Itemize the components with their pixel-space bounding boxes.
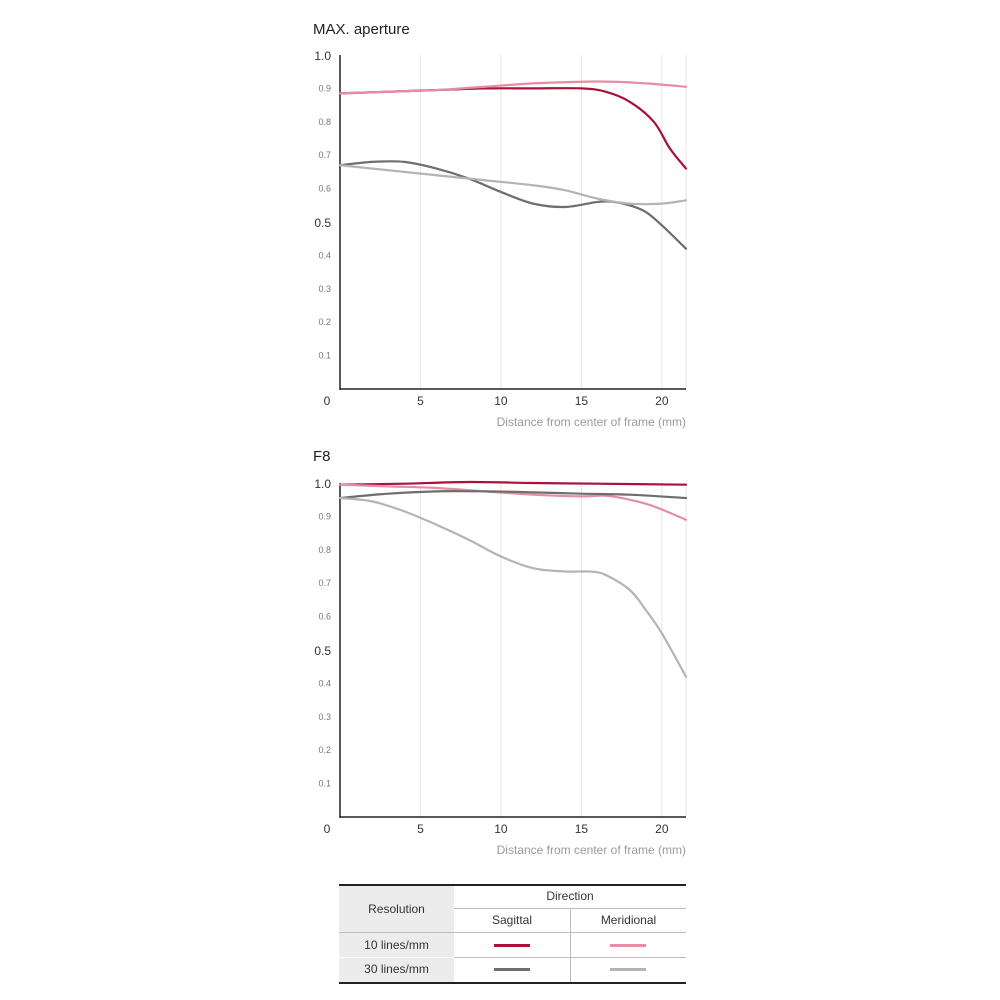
chart-2: F8 0.1 0.2 0.3 0.4 0.5 0.6 0.7 0.8 0.9 1.0 0 5 10 15 20…: [313, 448, 688, 857]
series-line: [338, 480, 688, 486]
resolution-header-cell: [339, 886, 454, 982]
series-line: [338, 483, 688, 521]
chart-title: MAX. aperture: [313, 21, 410, 38]
series-line: [338, 87, 688, 170]
series-line: [338, 80, 688, 95]
swatch-10-sagittal: [494, 944, 530, 947]
header-divider: [339, 932, 686, 933]
direction-header: Direction: [546, 889, 594, 903]
x-axis-label: Distance from center of frame (mm): [497, 415, 686, 429]
y-tick-label: 0.2: [318, 745, 331, 755]
resolution-header: Resolution: [368, 902, 425, 916]
row-divider-shaded: [339, 957, 454, 958]
y-tick-label: 0.6: [318, 612, 331, 622]
y-tick-label: 0.1: [318, 779, 331, 789]
swatch-30-sagittal: [494, 968, 530, 971]
series-line: [338, 164, 688, 206]
y-tick-label: 0.5: [314, 216, 331, 230]
y-tick-label: 0.4: [318, 678, 331, 688]
series-line: [338, 160, 688, 250]
x-axis-label: Distance from center of frame (mm): [497, 843, 686, 857]
table-bottom-rule: [339, 982, 686, 984]
y-tick-label: 0.4: [318, 250, 331, 260]
x-tick-label: 0: [324, 394, 331, 408]
x-tick-label: 10: [494, 822, 508, 836]
column-divider: [570, 909, 571, 982]
y-tick-label: 1.0: [314, 477, 331, 491]
series-line: [338, 496, 688, 678]
swatch-30-meridional: [610, 968, 646, 971]
y-tick-label: 0.9: [318, 83, 331, 93]
direction-divider: [454, 908, 686, 909]
x-tick-label: 5: [417, 394, 424, 408]
x-tick-label: 20: [655, 394, 669, 408]
sagittal-header: Sagittal: [491, 913, 533, 927]
y-tick-label: 1.0: [314, 49, 331, 63]
table-top-rule: [339, 884, 686, 886]
y-tick-label: 0.3: [318, 712, 331, 722]
chart-1: MAX. aperture 0.1 0.2 0.3 0.4 0.5 0.6 0.7 0.8 0.9…: [313, 21, 688, 429]
row-10-label: 10 lines/mm: [364, 938, 429, 952]
y-tick-label: 0.8: [318, 117, 331, 127]
x-tick-label: 10: [494, 394, 508, 408]
y-tick-label: 0.3: [318, 284, 331, 294]
x-tick-label: 15: [575, 822, 589, 836]
x-tick-label: 5: [417, 822, 424, 836]
y-tick-label: 0.5: [314, 644, 331, 658]
y-tick-label: 0.2: [318, 317, 331, 327]
y-tick-label: 0.7: [318, 578, 331, 588]
x-tick-label: 15: [575, 394, 589, 408]
series-line: [338, 490, 688, 500]
x-tick-label: 20: [655, 822, 669, 836]
y-tick-label: 0.7: [318, 150, 331, 160]
chart-title: F8: [313, 448, 331, 465]
meridional-header: Meridional: [600, 913, 657, 927]
y-tick-label: 0.9: [318, 511, 331, 521]
row-30-label: 30 lines/mm: [364, 962, 429, 976]
mtf-charts: MAX. aperture 0.1 0.2 0.3 0.4 0.5 0.6 0.7 0.8 0.9…: [313, 21, 688, 857]
x-tick-label: 0: [324, 822, 331, 836]
swatch-10-meridional: [610, 944, 646, 947]
y-tick-label: 0.1: [318, 351, 331, 361]
legend-table: Resolution Direction Sagittal Meridional…: [339, 884, 686, 984]
y-tick-label: 0.8: [318, 545, 331, 555]
y-tick-label: 0.6: [318, 184, 331, 194]
